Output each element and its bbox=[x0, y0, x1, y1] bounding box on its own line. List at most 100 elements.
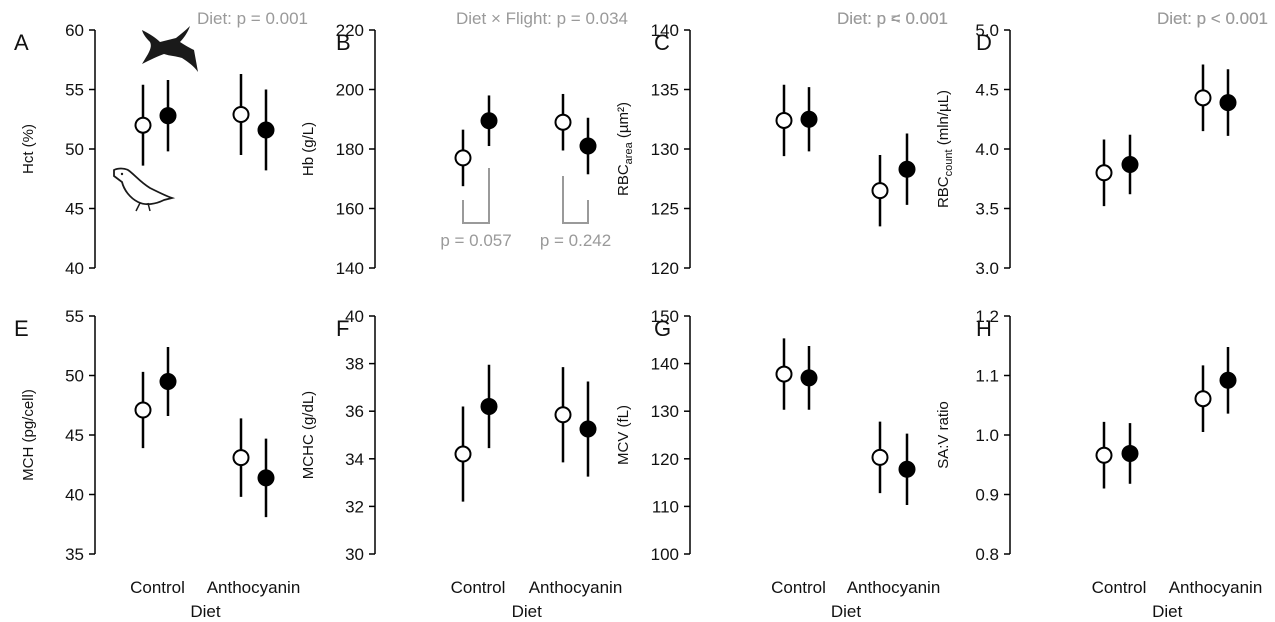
x-axis-title: Diet bbox=[190, 602, 221, 621]
y-tick-label: 5.0 bbox=[975, 21, 999, 40]
x-axis-title: Diet bbox=[1152, 602, 1183, 621]
x-category-label: Control bbox=[771, 578, 826, 597]
y-tick-label: 1.0 bbox=[975, 426, 999, 445]
y-axis-label-unit: (µm²) bbox=[615, 102, 632, 142]
y-tick-label: 1.1 bbox=[975, 367, 999, 386]
data-point-filled bbox=[480, 397, 498, 415]
y-axis-label-main: MCH (pg/cell) bbox=[20, 389, 37, 481]
x-category-label: Anthocyanin bbox=[207, 578, 301, 597]
data-point-open bbox=[454, 445, 472, 463]
data-point-open bbox=[1194, 390, 1212, 408]
x-category-label: Control bbox=[1092, 578, 1147, 597]
data-point-open bbox=[775, 111, 793, 129]
panel-letter: H bbox=[976, 316, 992, 341]
y-axis-label-main: Hct (%) bbox=[20, 124, 37, 174]
x-category-label: Anthocyanin bbox=[529, 578, 623, 597]
panel-letter: B bbox=[336, 30, 351, 55]
y-tick-label: 140 bbox=[651, 21, 679, 40]
y-axis-label-subscript: count bbox=[943, 149, 955, 176]
panel-letter: E bbox=[14, 316, 29, 341]
panel-f: 30 32 34 36 38 40F MCHC (g/dL) Control Anthocyan… bbox=[300, 307, 622, 621]
perched-bird-outline-icon bbox=[113, 167, 176, 212]
y-tick-label: 30 bbox=[345, 545, 364, 564]
data-point-open bbox=[232, 449, 250, 467]
data-point-open bbox=[1095, 164, 1113, 182]
y-axis-label-main: SA:V ratio bbox=[935, 401, 952, 469]
y-tick-label: 140 bbox=[336, 259, 364, 278]
y-tick-label: 120 bbox=[651, 259, 679, 278]
data-point-open bbox=[554, 113, 572, 131]
y-tick-label: 60 bbox=[65, 21, 84, 40]
y-tick-label: 32 bbox=[345, 497, 364, 516]
data-point-open bbox=[134, 401, 152, 419]
panel-letter: C bbox=[654, 30, 670, 55]
y-tick-label: 100 bbox=[651, 545, 679, 564]
y-axis-label: MCHC (g/dL) bbox=[300, 391, 317, 479]
y-tick-label: 36 bbox=[345, 402, 364, 421]
y-tick-label: 130 bbox=[651, 402, 679, 421]
data-point-filled bbox=[800, 110, 818, 128]
comparison-brackets: p = 0.057 p = 0.242 bbox=[440, 168, 611, 250]
y-tick-label: 110 bbox=[652, 497, 679, 516]
data-point-filled bbox=[579, 420, 597, 438]
panel-letter: D bbox=[976, 30, 992, 55]
data-point-filled bbox=[480, 112, 498, 130]
data-point-filled bbox=[1121, 444, 1139, 462]
data-point-filled bbox=[257, 469, 275, 487]
y-tick-label: 55 bbox=[65, 81, 84, 100]
y-tick-label: 4.5 bbox=[975, 81, 999, 100]
y-axis-label-main: RBC bbox=[935, 176, 952, 208]
perched-bird-leg bbox=[147, 202, 151, 212]
y-axis-label: RBCarea (µm²) bbox=[615, 102, 635, 196]
perched-bird-body bbox=[113, 167, 176, 206]
y-tick-label: 160 bbox=[336, 200, 364, 219]
comparison-p-value: p = 0.057 bbox=[440, 231, 511, 250]
flying-bird-silhouette-icon bbox=[142, 26, 198, 72]
comparison-p-value: p = 0.242 bbox=[540, 231, 611, 250]
comparison-bracket bbox=[562, 176, 589, 224]
y-axis-label-main: MCV (fL) bbox=[615, 405, 632, 465]
data-point-filled bbox=[1219, 371, 1237, 389]
x-category-label: Anthocyanin bbox=[1169, 578, 1263, 597]
panel-letter: F bbox=[336, 316, 349, 341]
y-axis-label: RBCcount (mln/µL) bbox=[935, 90, 955, 208]
panel-a: 40 45 50 55 60 A Hct (%) bbox=[14, 21, 275, 278]
data-point-open bbox=[871, 182, 889, 200]
x-category-label: Control bbox=[451, 578, 506, 597]
y-tick-label: 1.2 bbox=[975, 307, 999, 326]
significance-annotation: Diet × Flight: p = 0.034 bbox=[456, 9, 628, 28]
y-tick-label: 3.0 bbox=[975, 259, 999, 278]
data-point-open bbox=[871, 448, 889, 466]
x-axis-title: Diet bbox=[831, 602, 862, 621]
data-point-open bbox=[554, 406, 572, 424]
data-point-open bbox=[1194, 89, 1212, 107]
data-point-filled bbox=[257, 121, 275, 139]
significance-annotation: Diet: p < 0.001 bbox=[837, 9, 948, 28]
y-tick-label: 3.5 bbox=[975, 200, 999, 219]
panel-letter: A bbox=[14, 30, 29, 55]
panel-letter: G bbox=[654, 316, 671, 341]
y-tick-label: 120 bbox=[651, 450, 679, 469]
data-point-filled bbox=[800, 369, 818, 387]
data-point-filled bbox=[1219, 94, 1237, 112]
y-axis-label: Hct (%) bbox=[20, 124, 37, 174]
y-tick-label: 40 bbox=[65, 259, 84, 278]
y-tick-label: 200 bbox=[336, 81, 364, 100]
panel-d: 3.0 3.5 4.0 4.5 5.0D RBCcount (mln/µL) Diet: p… bbox=[935, 9, 1268, 278]
data-point-open bbox=[775, 365, 793, 383]
y-tick-label: 35 bbox=[65, 545, 84, 564]
y-axis-label: MCH (pg/cell) bbox=[20, 389, 37, 481]
data-point-filled bbox=[898, 460, 916, 478]
y-axis-label-main: RBC bbox=[615, 164, 632, 196]
y-tick-label: 45 bbox=[65, 426, 84, 445]
x-category-label: Control bbox=[130, 578, 185, 597]
data-point-open bbox=[454, 149, 472, 167]
data-point-filled bbox=[1121, 155, 1139, 173]
y-tick-label: 4.0 bbox=[975, 140, 999, 159]
y-axis-label: Hb (g/L) bbox=[300, 122, 317, 176]
y-tick-label: 50 bbox=[65, 367, 84, 386]
y-tick-label: 0.8 bbox=[975, 545, 999, 564]
